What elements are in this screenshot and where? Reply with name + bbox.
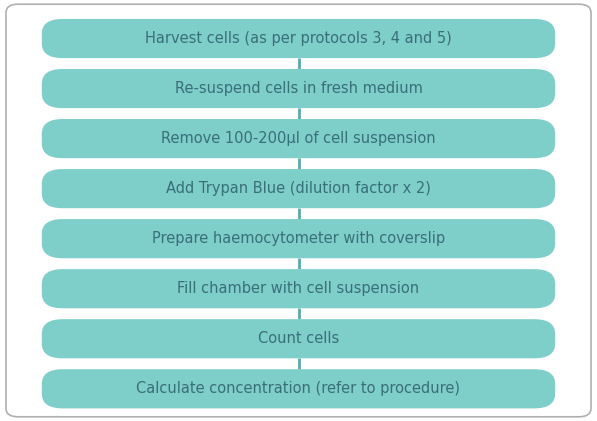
Text: Add Trypan Blue (dilution factor x 2): Add Trypan Blue (dilution factor x 2) xyxy=(166,181,431,196)
FancyBboxPatch shape xyxy=(42,369,555,408)
Text: Fill chamber with cell suspension: Fill chamber with cell suspension xyxy=(177,281,420,296)
FancyBboxPatch shape xyxy=(42,119,555,158)
Text: Calculate concentration (refer to procedure): Calculate concentration (refer to proced… xyxy=(137,381,460,396)
Text: Remove 100-200µl of cell suspension: Remove 100-200µl of cell suspension xyxy=(161,131,436,146)
FancyBboxPatch shape xyxy=(6,4,591,417)
FancyBboxPatch shape xyxy=(42,69,555,108)
Text: Prepare haemocytometer with coverslip: Prepare haemocytometer with coverslip xyxy=(152,231,445,246)
Text: Re-suspend cells in fresh medium: Re-suspend cells in fresh medium xyxy=(174,81,423,96)
FancyBboxPatch shape xyxy=(42,319,555,358)
FancyBboxPatch shape xyxy=(42,19,555,58)
Text: Count cells: Count cells xyxy=(258,331,339,346)
FancyBboxPatch shape xyxy=(42,169,555,208)
FancyBboxPatch shape xyxy=(42,269,555,308)
Text: Harvest cells (as per protocols 3, 4 and 5): Harvest cells (as per protocols 3, 4 and… xyxy=(145,31,452,46)
FancyBboxPatch shape xyxy=(42,219,555,258)
